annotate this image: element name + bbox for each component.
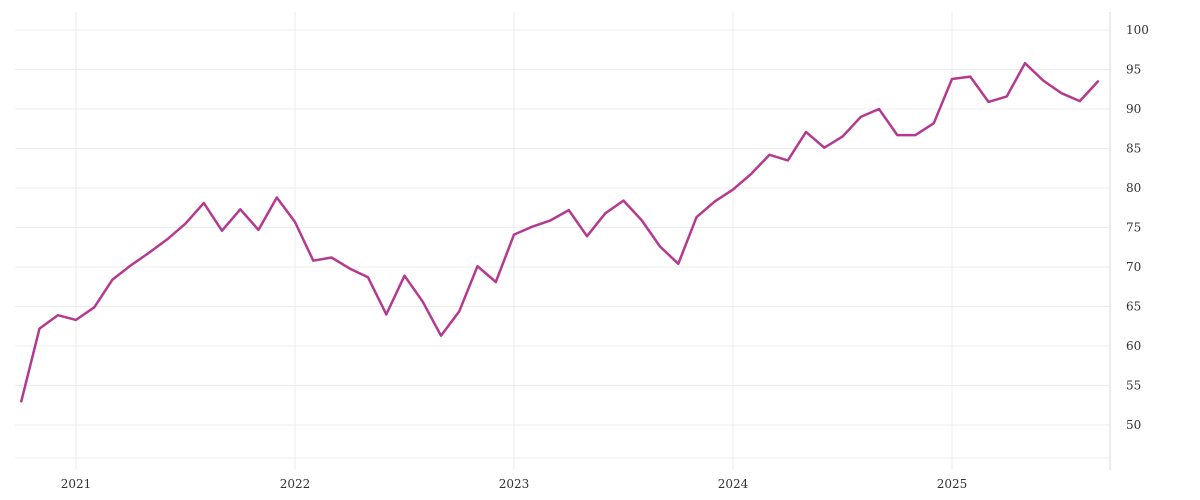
y-tick-label: 50 <box>1126 418 1141 432</box>
x-tick-label: 2025 <box>937 477 968 491</box>
grid <box>15 12 1110 470</box>
y-tick-label: 60 <box>1126 339 1141 353</box>
y-tick-label: 80 <box>1126 181 1141 195</box>
y-tick-label: 75 <box>1126 221 1141 235</box>
x-axis: 2021 2022 2023 2024 2025 <box>61 477 968 491</box>
series-layer <box>20 61 1100 403</box>
x-tick-label: 2022 <box>280 477 311 491</box>
y-tick-label: 65 <box>1126 300 1141 314</box>
y-tick-label: 95 <box>1126 63 1141 77</box>
y-tick-label: 90 <box>1126 102 1141 116</box>
y-axis: 50 55 60 65 70 75 80 85 90 95 100 <box>1109 12 1149 470</box>
y-tick-label: 100 <box>1126 23 1149 37</box>
x-tick-label: 2024 <box>718 477 749 491</box>
y-tick-label: 55 <box>1126 379 1141 393</box>
x-tick-label: 2023 <box>499 477 530 491</box>
series-line-0 <box>20 61 1100 403</box>
y-tick-label: 70 <box>1126 260 1141 274</box>
x-tick-label: 2021 <box>61 477 92 491</box>
y-tick-label: 85 <box>1126 142 1141 156</box>
